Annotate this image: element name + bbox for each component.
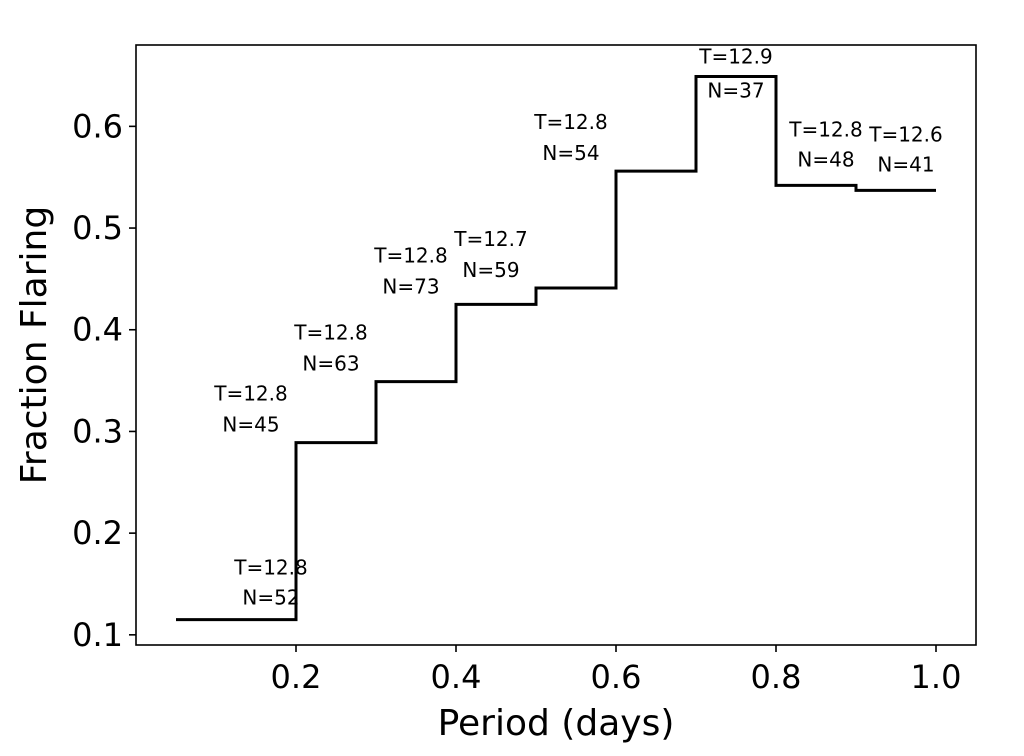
x-tick-label: 0.2 xyxy=(271,658,322,696)
bin-count-label: N=73 xyxy=(382,274,439,298)
bin-temperature-label: T=12.6 xyxy=(868,122,943,146)
y-tick-label: 0.6 xyxy=(72,107,123,145)
y-tick-label: 0.3 xyxy=(72,412,123,450)
y-tick-label: 0.2 xyxy=(72,514,123,552)
bin-count-label: N=59 xyxy=(462,258,519,282)
x-tick-label: 1.0 xyxy=(911,658,962,696)
y-tick-label: 0.5 xyxy=(72,209,123,247)
bin-count-label: N=48 xyxy=(797,147,854,171)
bin-count-label: N=37 xyxy=(707,79,764,103)
bin-temperature-label: T=12.8 xyxy=(788,117,863,141)
bin-temperature-label: T=12.8 xyxy=(533,110,608,134)
plot-area-frame xyxy=(135,44,977,646)
y-axis-ticks: 0.1 0.2 0.3 0.4 0.5 0.6 xyxy=(72,107,136,654)
y-axis-label: Fraction Flaring xyxy=(14,206,55,484)
x-axis-ticks: 0.2 0.4 0.6 0.8 1.0 xyxy=(271,645,962,696)
y-tick-label: 0.1 xyxy=(72,616,123,654)
bin-count-label: N=63 xyxy=(302,352,359,376)
step-series-line xyxy=(176,75,936,622)
bin-temperature-label: T=12.8 xyxy=(213,382,288,406)
bin-count-label: N=52 xyxy=(242,586,299,610)
x-tick-label: 0.8 xyxy=(751,658,802,696)
bin-temperature-label: T=12.7 xyxy=(453,227,528,251)
x-axis-label: Period (days) xyxy=(438,703,675,744)
bin-temperature-label: T=12.8 xyxy=(233,556,308,580)
bin-count-label: N=45 xyxy=(222,413,279,437)
x-tick-label: 0.6 xyxy=(591,658,642,696)
bin-count-label: N=54 xyxy=(542,141,599,165)
bin-annotations: T=12.8 N=52 T=12.8 N=45 T=12.8 N=63 T=12.8 N=73… xyxy=(213,45,943,610)
bin-count-label: N=41 xyxy=(877,152,934,176)
x-tick-label: 0.4 xyxy=(431,658,482,696)
bin-temperature-label: T=12.9 xyxy=(698,45,773,69)
bin-temperature-label: T=12.8 xyxy=(373,243,448,267)
y-tick-label: 0.4 xyxy=(72,311,123,349)
bin-temperature-label: T=12.8 xyxy=(293,321,368,345)
